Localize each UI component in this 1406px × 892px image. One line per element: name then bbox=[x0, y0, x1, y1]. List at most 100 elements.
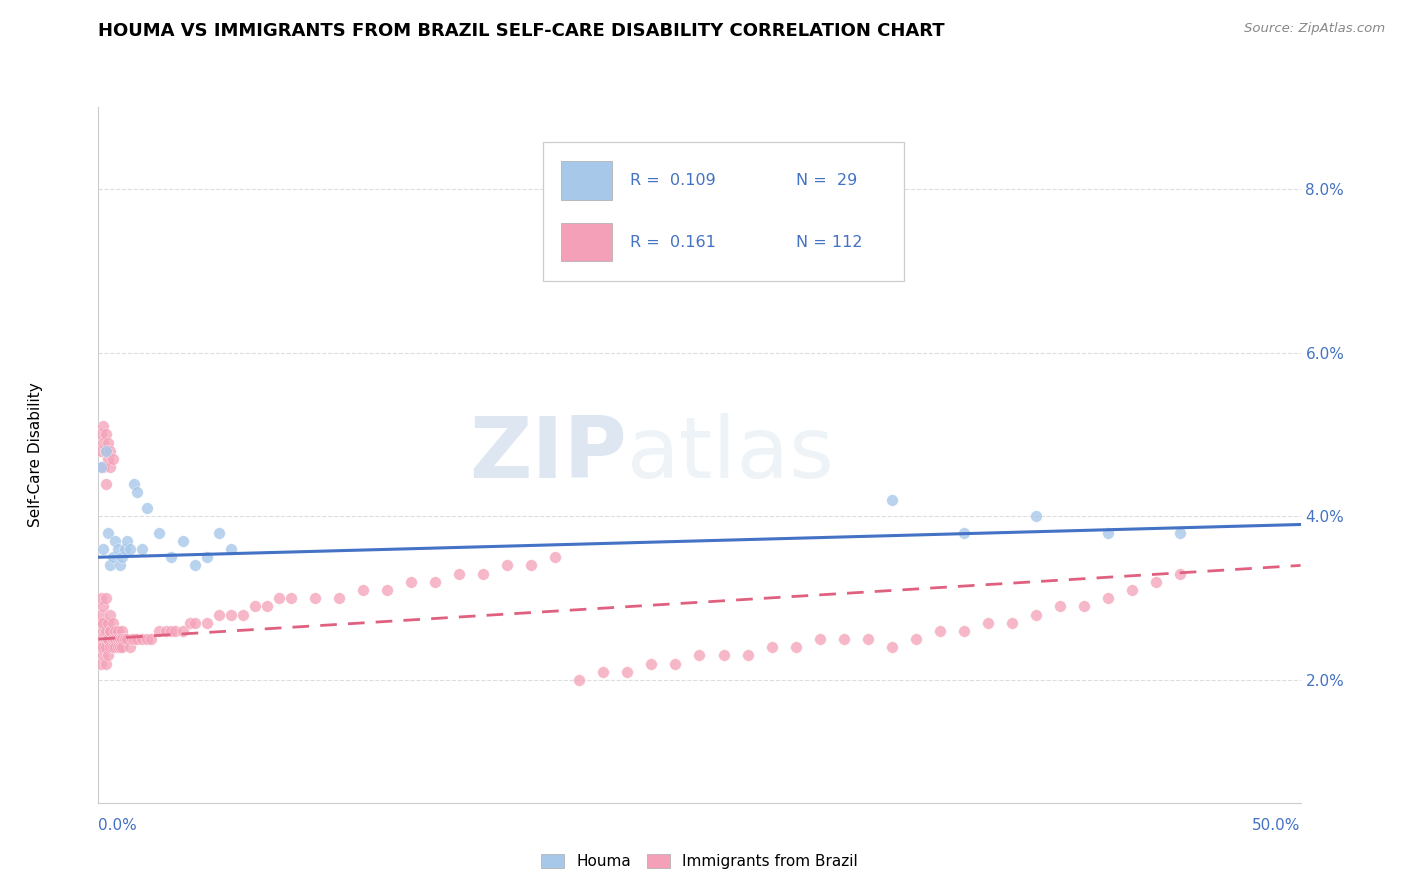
Text: 0.0%: 0.0% bbox=[98, 818, 138, 832]
Point bbox=[713, 648, 735, 663]
Point bbox=[141, 632, 163, 646]
Text: 50.0%: 50.0% bbox=[1253, 818, 1301, 832]
Point bbox=[90, 591, 112, 606]
Point bbox=[1170, 525, 1192, 540]
Point bbox=[97, 452, 120, 467]
Point bbox=[111, 632, 134, 646]
Point bbox=[179, 615, 201, 630]
Point bbox=[111, 624, 134, 638]
Point bbox=[856, 632, 879, 646]
Point bbox=[172, 533, 194, 548]
Point bbox=[90, 615, 112, 630]
Point bbox=[256, 599, 278, 614]
Point bbox=[953, 525, 976, 540]
Point bbox=[90, 632, 112, 646]
Point bbox=[125, 632, 148, 646]
Point bbox=[90, 657, 112, 671]
Point bbox=[108, 632, 131, 646]
Text: N = 112: N = 112 bbox=[796, 235, 862, 250]
Point bbox=[101, 550, 124, 565]
Point bbox=[117, 533, 139, 548]
Point bbox=[108, 640, 131, 655]
Point bbox=[928, 624, 950, 638]
Point bbox=[91, 460, 114, 475]
Point bbox=[118, 542, 141, 557]
Point bbox=[243, 599, 266, 614]
Point bbox=[90, 460, 112, 475]
Point bbox=[148, 525, 170, 540]
Point bbox=[91, 624, 114, 638]
Point bbox=[94, 624, 117, 638]
Point bbox=[1025, 509, 1047, 524]
Point bbox=[208, 525, 231, 540]
Point bbox=[100, 624, 122, 638]
Point bbox=[101, 640, 124, 655]
Point bbox=[183, 558, 205, 573]
Point bbox=[94, 591, 117, 606]
Point bbox=[91, 435, 114, 450]
Point bbox=[94, 632, 117, 646]
Point bbox=[97, 435, 120, 450]
Point bbox=[219, 607, 242, 622]
Point bbox=[100, 558, 122, 573]
Point bbox=[880, 492, 903, 507]
Point bbox=[568, 673, 591, 687]
Point bbox=[1097, 525, 1119, 540]
Point bbox=[90, 640, 112, 655]
Legend: Houma, Immigrants from Brazil: Houma, Immigrants from Brazil bbox=[536, 847, 863, 875]
Point bbox=[107, 624, 129, 638]
Point bbox=[135, 501, 157, 516]
Point bbox=[104, 624, 127, 638]
Point bbox=[91, 615, 114, 630]
Text: ZIP: ZIP bbox=[470, 413, 627, 497]
Point bbox=[520, 558, 543, 573]
Point bbox=[1049, 599, 1071, 614]
Point bbox=[91, 599, 114, 614]
Point bbox=[1097, 591, 1119, 606]
Point bbox=[375, 582, 398, 597]
Point bbox=[1073, 599, 1095, 614]
Text: HOUMA VS IMMIGRANTS FROM BRAZIL SELF-CARE DISABILITY CORRELATION CHART: HOUMA VS IMMIGRANTS FROM BRAZIL SELF-CAR… bbox=[98, 22, 945, 40]
Point bbox=[94, 476, 117, 491]
Point bbox=[219, 542, 242, 557]
Point bbox=[97, 525, 120, 540]
Point bbox=[117, 632, 139, 646]
Point bbox=[91, 542, 114, 557]
Point bbox=[94, 443, 117, 458]
Point bbox=[101, 452, 124, 467]
Point bbox=[131, 632, 153, 646]
Point bbox=[100, 607, 122, 622]
Point bbox=[1144, 574, 1167, 589]
Point bbox=[107, 542, 129, 557]
Point bbox=[97, 615, 120, 630]
Point bbox=[91, 419, 114, 434]
Point bbox=[94, 443, 117, 458]
Point bbox=[208, 607, 231, 622]
Point bbox=[183, 615, 205, 630]
FancyBboxPatch shape bbox=[561, 161, 612, 201]
Point bbox=[104, 640, 127, 655]
Point bbox=[108, 558, 131, 573]
Point bbox=[832, 632, 855, 646]
Point bbox=[90, 607, 112, 622]
Text: Source: ZipAtlas.com: Source: ZipAtlas.com bbox=[1244, 22, 1385, 36]
Point bbox=[124, 476, 146, 491]
Point bbox=[761, 640, 783, 655]
Point bbox=[423, 574, 446, 589]
Point bbox=[616, 665, 638, 679]
Point bbox=[1121, 582, 1143, 597]
Point bbox=[267, 591, 290, 606]
Point bbox=[159, 550, 181, 565]
Text: Self-Care Disability: Self-Care Disability bbox=[28, 383, 44, 527]
Point bbox=[94, 427, 117, 442]
Point bbox=[101, 615, 124, 630]
Point bbox=[472, 566, 495, 581]
Point bbox=[1025, 607, 1047, 622]
Point bbox=[165, 624, 187, 638]
Point bbox=[125, 484, 148, 499]
Point bbox=[90, 443, 112, 458]
Point bbox=[785, 640, 807, 655]
Point bbox=[100, 624, 122, 638]
Point bbox=[232, 607, 254, 622]
Point bbox=[91, 648, 114, 663]
